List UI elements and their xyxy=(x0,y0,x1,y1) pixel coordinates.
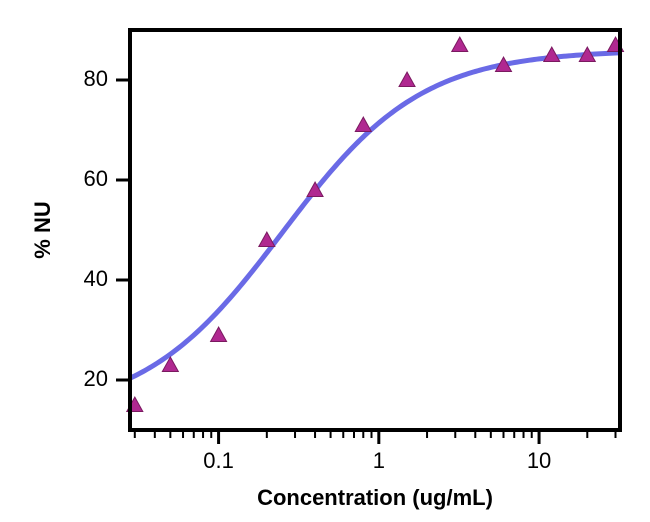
y-axis-label: % NU xyxy=(30,201,55,258)
dose-response-chart: 20 40 60 80 0.1 1 10 % NU Concentration (ug/mL) xyxy=(0,0,650,522)
x-tick-label: 0.1 xyxy=(203,448,234,473)
y-tick-label: 60 xyxy=(84,166,108,191)
x-tick-label: 10 xyxy=(527,448,551,473)
x-axis-label: Concentration (ug/mL) xyxy=(257,485,493,510)
y-tick-label: 80 xyxy=(84,66,108,91)
y-tick-label: 20 xyxy=(84,366,108,391)
x-tick-label: 1 xyxy=(373,448,385,473)
y-tick-label: 40 xyxy=(84,266,108,291)
